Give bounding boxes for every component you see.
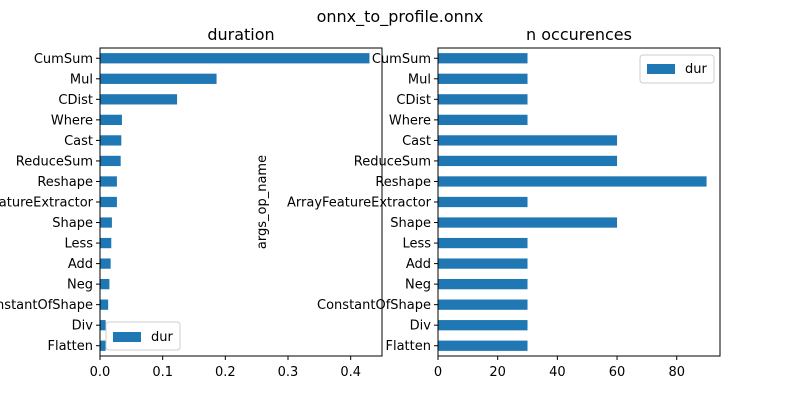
duration-bar-7 bbox=[100, 196, 117, 208]
occurrences-category-label-10: Add bbox=[406, 257, 431, 272]
duration-bar-0 bbox=[100, 53, 370, 64]
duration-xtick-label-2: 0.2 bbox=[215, 365, 236, 380]
occurrences-category-label-2: CDist bbox=[396, 93, 431, 108]
occurrences-category-label-7: ArrayFeatureExtractor bbox=[287, 196, 432, 211]
occurrences-bar-6 bbox=[438, 176, 707, 187]
duration-legend-label: dur bbox=[151, 330, 173, 345]
occurrences-xtick-label-1: 20 bbox=[489, 365, 506, 380]
occurrences-category-label-1: Mul bbox=[408, 72, 431, 87]
duration-bar-4 bbox=[100, 135, 122, 146]
occurrences-bar-5 bbox=[438, 155, 618, 167]
duration-category-label-6: Reshape bbox=[37, 175, 93, 190]
duration-bar-9 bbox=[100, 237, 112, 249]
occurrences-bar-8 bbox=[438, 217, 618, 228]
duration-category-label-13: Div bbox=[72, 319, 94, 334]
occurrences-category-label-14: Flatten bbox=[386, 339, 432, 354]
duration-bar-12 bbox=[100, 299, 109, 310]
occurrences-category-label-4: Cast bbox=[402, 134, 431, 149]
duration-xtick-label-4: 0.4 bbox=[340, 365, 361, 380]
occurrences-bar-2 bbox=[438, 94, 528, 105]
occurrences-bar-11 bbox=[438, 279, 528, 290]
duration-legend-frame bbox=[105, 321, 181, 351]
occurrences-chart: n occurences CumSum Mul CDist Where Cast Redu… bbox=[287, 25, 721, 380]
occurrences-category-label-13: Div bbox=[410, 319, 432, 334]
duration-bar-1 bbox=[100, 73, 217, 84]
duration-chart: duration args_op_name CumSum Mul CDist Wher… bbox=[0, 25, 383, 380]
duration-category-label-14: Flatten bbox=[48, 339, 94, 354]
duration-chart-marks: CumSum Mul CDist Where Cast ReduceSum Reshape A… bbox=[0, 47, 383, 380]
occurrences-chart-legend: dur bbox=[639, 54, 715, 84]
occurrences-category-label-12: ConstantOfShape bbox=[317, 298, 431, 313]
occurrences-bar-14 bbox=[438, 340, 528, 351]
figure-title: onnx_to_profile.onnx bbox=[317, 7, 484, 27]
duration-chart-ylabel: args_op_name bbox=[255, 155, 270, 249]
duration-axes-frame bbox=[99, 47, 383, 357]
occurrences-category-label-11: Neg bbox=[405, 278, 431, 293]
duration-category-label-2: CDist bbox=[58, 93, 93, 108]
occurrences-category-label-9: Less bbox=[402, 237, 431, 252]
occurrences-bar-12 bbox=[438, 299, 528, 310]
duration-category-label-12: ConstantOfShape bbox=[0, 298, 93, 313]
duration-bar-11 bbox=[100, 279, 110, 290]
occurrences-xtick-label-0: 0 bbox=[434, 365, 442, 380]
duration-category-label-0: CumSum bbox=[34, 52, 93, 67]
duration-bar-6 bbox=[100, 176, 117, 187]
duration-chart-title: duration bbox=[207, 25, 274, 44]
duration-xtick-label-0: 0.0 bbox=[90, 365, 111, 380]
occurrences-axes-frame bbox=[437, 47, 721, 357]
duration-xtick-label-3: 0.3 bbox=[278, 365, 299, 380]
duration-category-label-9: Less bbox=[64, 237, 93, 252]
occurrences-bar-7 bbox=[438, 196, 528, 208]
occurrences-category-label-8: Shape bbox=[390, 216, 431, 231]
occurrences-bar-3 bbox=[438, 114, 528, 125]
duration-category-label-11: Neg bbox=[67, 278, 93, 293]
occurrences-chart-title: n occurences bbox=[526, 25, 632, 44]
occurrences-bar-1 bbox=[438, 73, 528, 84]
duration-chart-legend: dur bbox=[105, 321, 181, 351]
occurrences-bar-0 bbox=[438, 53, 528, 64]
occurrences-legend-label: dur bbox=[685, 62, 707, 77]
duration-xtick-label-1: 0.1 bbox=[152, 365, 173, 380]
duration-category-label-8: Shape bbox=[52, 216, 93, 231]
occurrences-category-label-5: ReduceSum bbox=[354, 154, 431, 169]
occurrences-legend-frame bbox=[639, 54, 715, 84]
duration-category-label-1: Mul bbox=[70, 72, 93, 87]
duration-category-label-10: Add bbox=[68, 257, 93, 272]
occurrences-bar-4 bbox=[438, 135, 618, 146]
duration-category-label-5: ReduceSum bbox=[16, 154, 93, 169]
occurrences-bar-13 bbox=[438, 320, 528, 331]
occurrences-xtick-label-4: 80 bbox=[668, 365, 685, 380]
occurrences-category-label-3: Where bbox=[389, 113, 431, 128]
occurrences-bar-9 bbox=[438, 237, 528, 249]
occurrences-legend-swatch bbox=[647, 64, 675, 74]
duration-category-label-4: Cast bbox=[64, 134, 93, 149]
duration-bar-5 bbox=[100, 155, 121, 167]
duration-legend-swatch bbox=[113, 332, 141, 342]
duration-category-label-7: ArrayFeatureExtractor bbox=[0, 196, 94, 211]
duration-bar-2 bbox=[100, 94, 178, 105]
duration-category-label-3: Where bbox=[51, 113, 93, 128]
duration-bar-3 bbox=[100, 114, 122, 125]
duration-bar-13 bbox=[100, 320, 106, 331]
occurrences-chart-marks: CumSum Mul CDist Where Cast ReduceSum Reshape A… bbox=[287, 47, 721, 380]
occurrences-bar-10 bbox=[438, 258, 528, 269]
occurrences-xtick-label-2: 40 bbox=[549, 365, 566, 380]
duration-bar-10 bbox=[100, 258, 111, 269]
duration-bar-8 bbox=[100, 217, 112, 228]
occurrences-xtick-label-3: 60 bbox=[609, 365, 626, 380]
occurrences-category-label-0: CumSum bbox=[372, 52, 431, 67]
occurrences-category-label-6: Reshape bbox=[375, 175, 431, 190]
duration-bar-14 bbox=[100, 340, 106, 351]
